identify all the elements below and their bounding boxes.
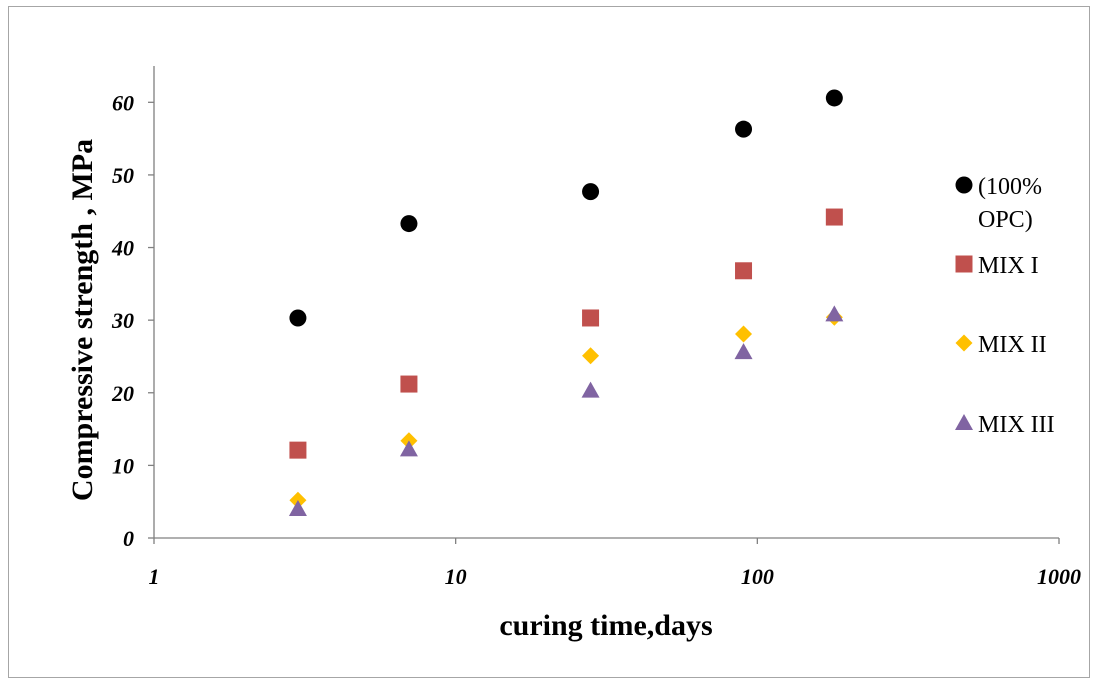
data-point-mix-ii: [582, 347, 600, 365]
data-point-mix-iii: [288, 499, 307, 516]
x-tick-label: 10: [445, 564, 467, 589]
data-point-mix-i: [825, 208, 843, 226]
legend-marker-mix-i: [955, 255, 973, 273]
x-axis-title: curing time,days: [499, 609, 712, 642]
x-tick-label: 1000: [1037, 564, 1081, 589]
y-tick-label: 10: [112, 453, 134, 478]
chart-frame: [8, 6, 1090, 678]
legend: (100% OPC) MIX I MIX II MIX III: [955, 174, 1055, 438]
data-point-100-opc: [289, 309, 307, 327]
data-point-mix-i: [289, 441, 307, 459]
legend-label-mix-ii: MIX II: [978, 332, 1047, 358]
axes: [148, 66, 1060, 544]
data-point-100-opc: [825, 89, 843, 107]
legend-marker-100-opc: [955, 176, 973, 194]
data-point-100-opc: [735, 120, 753, 138]
legend-label-mix-i: MIX I: [978, 253, 1039, 279]
y-tick-label: 20: [111, 381, 134, 406]
legend-marker-mix-ii: [955, 334, 973, 352]
data-point-100-opc: [400, 215, 418, 233]
legend-label-100-opc: OPC): [978, 207, 1033, 233]
data-point-mix-i: [582, 309, 600, 327]
data-point-mix-iii: [734, 343, 753, 360]
data-point-mix-iii: [399, 440, 418, 457]
data-point-mix-ii: [735, 325, 753, 343]
data-point-mix-i: [735, 262, 753, 280]
data-point-mix-i: [400, 375, 418, 393]
y-tick-label: 60: [112, 90, 134, 115]
data-point-mix-iii: [581, 381, 600, 398]
x-tick-label: 100: [741, 564, 774, 589]
data-point-100-opc: [582, 183, 600, 201]
legend-label-100-opc: (100%: [978, 174, 1042, 200]
x-tick-label: 1: [149, 564, 160, 589]
y-tick-label: 50: [112, 163, 134, 188]
legend-label-mix-iii: MIX III: [978, 412, 1055, 438]
legend-marker-mix-iii: [955, 414, 973, 430]
y-tick-label: 30: [111, 308, 134, 333]
y-axis-title: Compressive strength , MPa: [66, 139, 99, 501]
y-tick-label: 40: [111, 236, 134, 261]
data-point-mix-iii: [825, 305, 844, 322]
y-tick-label: 0: [123, 526, 134, 551]
data-points: [288, 89, 844, 516]
tick-labels: 0 10 20 30 40 50 60 1 10 100 1000: [111, 90, 1081, 589]
